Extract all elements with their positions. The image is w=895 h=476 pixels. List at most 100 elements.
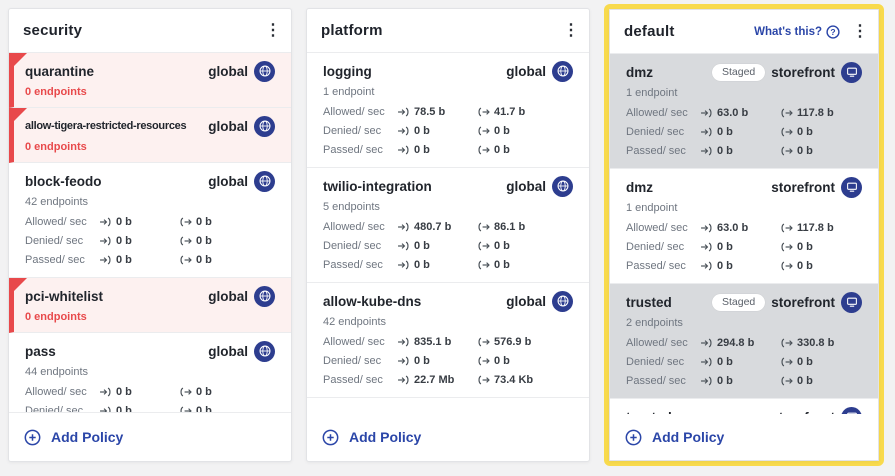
- stat-value-in: 0 b: [717, 240, 733, 253]
- stat-row-passed: Passed/ sec 0 b 0 b: [626, 256, 862, 275]
- whats-this-link[interactable]: What's this?: [754, 25, 840, 39]
- policy-card[interactable]: allow-tigera-restricted-resources global…: [9, 108, 291, 163]
- tier-column-default: default What's this? ⋮ dmz Staged storef…: [609, 9, 879, 461]
- stat-value-out: 0 b: [797, 125, 813, 138]
- traffic-stats: Allowed/ sec 78.5 b 41.7 b Denied/ sec 0…: [323, 102, 573, 159]
- inbound-arrow-icon: [700, 357, 713, 367]
- stat-value-in: 0 b: [116, 253, 132, 266]
- stat-row-allowed: Allowed/ sec 63.0 b 117.8 b: [626, 218, 862, 237]
- stat-row-allowed: Allowed/ sec 835.1 b 576.9 b: [323, 332, 573, 351]
- stat-value-out: 0 b: [797, 374, 813, 387]
- stat-label: Passed/ sec: [626, 259, 686, 272]
- outbound-arrow-icon: [780, 357, 793, 367]
- inbound-arrow-icon: [700, 242, 713, 252]
- stat-label: Allowed/ sec: [626, 221, 688, 234]
- traffic-stats: Allowed/ sec 0 b 0 b Denied/ sec 0 b 0 b…: [25, 382, 275, 414]
- inbound-arrow-icon: [397, 356, 410, 366]
- policy-card[interactable]: dmz Staged storefront 1 endpoint Allowed…: [610, 54, 878, 169]
- outbound-arrow-icon: [780, 108, 793, 118]
- stat-value-in: 63.0 b: [717, 221, 749, 234]
- policy-scope: global: [208, 343, 248, 359]
- inbound-arrow-icon: [397, 107, 410, 117]
- policy-card[interactable]: quarantine global 0 endpoints: [9, 53, 291, 108]
- stat-value-in: 0 b: [414, 124, 430, 137]
- globe-icon: [254, 170, 275, 192]
- stat-value-in: 0 b: [414, 143, 430, 156]
- stat-row-passed: Passed/ sec 0 b 0 b: [626, 371, 862, 390]
- policy-card[interactable]: twilio-integration global 5 endpoints Al…: [307, 168, 589, 283]
- stat-value-out: 0 b: [196, 404, 212, 413]
- add-policy-button[interactable]: Add Policy: [610, 414, 878, 460]
- policy-name: logging: [323, 63, 372, 79]
- policy-scope: global: [208, 118, 248, 134]
- globe-icon: [552, 60, 573, 82]
- stat-row-allowed: Allowed/ sec 78.5 b 41.7 b: [323, 102, 573, 121]
- policy-card[interactable]: trusted storefront: [610, 399, 878, 414]
- policy-name: block-feodo: [25, 173, 102, 189]
- kebab-menu-icon[interactable]: ⋮: [265, 21, 281, 39]
- policy-card[interactable]: pass global 44 endpoints Allowed/ sec 0 …: [9, 333, 291, 414]
- policy-card[interactable]: trusted Staged storefront 2 endpoints Al…: [610, 284, 878, 399]
- policy-card[interactable]: block-feodo global 42 endpoints Allowed/…: [9, 163, 291, 278]
- kebab-menu-icon[interactable]: ⋮: [563, 21, 579, 39]
- outbound-arrow-icon: [477, 241, 490, 251]
- stat-label: Passed/ sec: [323, 258, 383, 271]
- policy-card[interactable]: logging global 1 endpoint Allowed/ sec 7…: [307, 53, 589, 168]
- traffic-stats: Allowed/ sec 480.7 b 86.1 b Denied/ sec …: [323, 217, 573, 274]
- add-policy-label: Add Policy: [349, 429, 422, 445]
- monitor-icon: [841, 176, 862, 198]
- stat-row-denied: Denied/ sec 0 b 0 b: [626, 352, 862, 371]
- inbound-arrow-icon: [99, 406, 112, 414]
- tier-column-wrap-default: default What's this? ⋮ dmz Staged storef…: [604, 4, 884, 466]
- inbound-arrow-icon: [700, 127, 713, 137]
- staged-badge: Staged: [711, 293, 766, 311]
- stat-row-allowed: Allowed/ sec 0 b 0 b: [25, 212, 275, 231]
- plus-circle-icon: [24, 429, 41, 446]
- stat-value-in: 0 b: [717, 125, 733, 138]
- stat-row-passed: Passed/ sec 0 b 0 b: [25, 250, 275, 269]
- add-policy-button[interactable]: Add Policy: [307, 413, 589, 461]
- stat-value-in: 0 b: [116, 215, 132, 228]
- inbound-arrow-icon: [397, 337, 410, 347]
- inbound-arrow-icon: [99, 217, 112, 227]
- policy-card[interactable]: allow-kube-dns global 42 endpoints Allow…: [307, 283, 589, 398]
- stat-value-out: 0 b: [196, 215, 212, 228]
- stat-label: Denied/ sec: [323, 354, 382, 367]
- monitor-icon: [841, 291, 862, 313]
- policy-card[interactable]: dmz storefront 1 endpoint Allowed/ sec 6…: [610, 169, 878, 284]
- inbound-arrow-icon: [700, 146, 713, 156]
- add-policy-button[interactable]: Add Policy: [9, 413, 291, 461]
- endpoint-count: 42 endpoints: [323, 316, 386, 328]
- stat-label: Passed/ sec: [626, 374, 686, 387]
- outbound-arrow-icon: [477, 107, 490, 117]
- stat-value-out: 0 b: [494, 143, 510, 156]
- inbound-arrow-icon: [99, 236, 112, 246]
- inbound-arrow-icon: [700, 261, 713, 271]
- policy-name: quarantine: [25, 63, 95, 79]
- stat-value-out: 0 b: [196, 234, 212, 247]
- inbound-arrow-icon: [700, 376, 713, 386]
- plus-circle-icon: [625, 429, 642, 446]
- tier-title: default: [624, 23, 675, 40]
- stat-value-out: 41.7 b: [494, 105, 526, 118]
- inbound-arrow-icon: [397, 260, 410, 270]
- stat-value-in: 0 b: [116, 234, 132, 247]
- traffic-stats: Allowed/ sec 63.0 b 117.8 b Denied/ sec …: [626, 103, 862, 160]
- outbound-arrow-icon: [780, 146, 793, 156]
- stat-label: Passed/ sec: [25, 253, 85, 266]
- kebab-menu-icon[interactable]: ⋮: [852, 22, 868, 40]
- stat-value-in: 480.7 b: [414, 220, 452, 233]
- stat-label: Passed/ sec: [323, 373, 383, 386]
- stat-value-out: 330.8 b: [797, 336, 835, 349]
- tier-column-wrap-security: security ⋮ quarantine global 0 endpoints…: [8, 8, 292, 462]
- stat-row-allowed: Allowed/ sec 0 b 0 b: [25, 382, 275, 401]
- stat-label: Denied/ sec: [25, 234, 84, 247]
- endpoint-count: 0 endpoints: [25, 311, 87, 323]
- tier-header-default: default What's this? ⋮: [610, 10, 878, 54]
- traffic-stats: Allowed/ sec 294.8 b 330.8 b Denied/ sec…: [626, 333, 862, 390]
- stat-label: Allowed/ sec: [323, 335, 385, 348]
- stat-value-in: 0 b: [717, 144, 733, 157]
- policy-card[interactable]: pci-whitelist global 0 endpoints: [9, 278, 291, 333]
- stat-row-passed: Passed/ sec 0 b 0 b: [323, 255, 573, 274]
- policy-name: dmz: [626, 64, 653, 80]
